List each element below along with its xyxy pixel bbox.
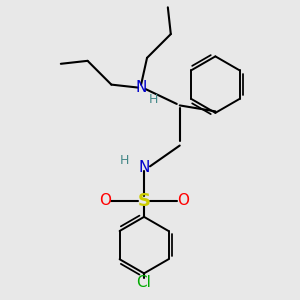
Text: O: O <box>99 193 111 208</box>
Text: O: O <box>177 193 189 208</box>
Text: N: N <box>138 160 150 175</box>
Text: H: H <box>120 154 129 167</box>
Text: Cl: Cl <box>136 275 152 290</box>
Text: S: S <box>138 191 151 209</box>
Text: N: N <box>135 80 147 95</box>
Text: H: H <box>148 93 158 106</box>
